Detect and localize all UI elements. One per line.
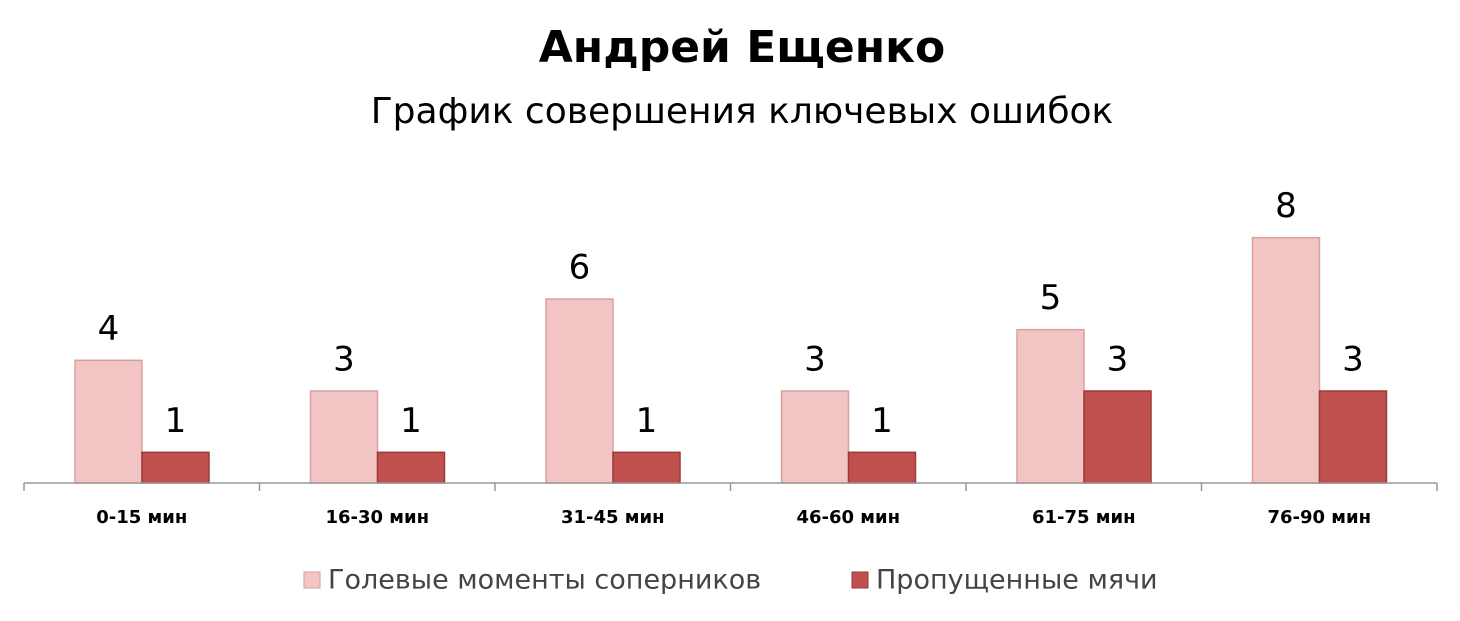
- data-label: 8: [1275, 186, 1297, 226]
- legend-swatch: [851, 571, 869, 589]
- bar: [1318, 390, 1388, 484]
- data-label: 3: [1342, 340, 1364, 380]
- bar: [376, 451, 446, 484]
- data-label: 3: [804, 340, 826, 380]
- bar: [780, 390, 850, 484]
- chart-subtitle: График совершения ключевых ошибок: [371, 91, 1114, 132]
- bar: [612, 451, 681, 484]
- x-tick-label: 31-45 мин: [561, 507, 665, 528]
- data-label: 3: [333, 340, 355, 380]
- x-tick-label: 76-90 мин: [1267, 507, 1371, 528]
- data-label: 4: [98, 309, 120, 349]
- bar: [847, 451, 917, 484]
- bar: [309, 390, 379, 484]
- legend-swatch: [303, 571, 321, 589]
- x-tick-label: 0-15 мин: [96, 507, 187, 528]
- x-tick-label: 16-30 мин: [325, 507, 429, 528]
- bar: [1083, 390, 1152, 484]
- x-tick-label: 46-60 мин: [796, 507, 900, 528]
- bar: [141, 451, 210, 484]
- data-label: 5: [1040, 278, 1062, 318]
- bar: [545, 298, 614, 484]
- data-label: 1: [871, 401, 893, 441]
- bar: [1016, 328, 1085, 484]
- bar: [1251, 236, 1321, 484]
- data-label: 6: [569, 248, 591, 288]
- x-tick-label: 61-75 мин: [1032, 507, 1136, 528]
- legend-label: Голевые моменты соперников: [328, 565, 761, 596]
- chart-title: Андрей Ещенко: [539, 22, 946, 73]
- bar: [74, 359, 143, 484]
- data-label: 3: [1107, 340, 1129, 380]
- legend-label: Пропущенные мячи: [876, 565, 1158, 596]
- data-label: 1: [636, 401, 658, 441]
- data-label: 1: [400, 401, 422, 441]
- data-label: 1: [165, 401, 187, 441]
